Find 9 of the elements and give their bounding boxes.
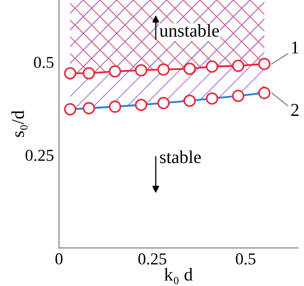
series-label: 2 bbox=[291, 104, 298, 116]
x-tick-label: 0.25 bbox=[138, 253, 166, 265]
series-label: 1 bbox=[292, 41, 298, 54]
x-tick-label: 0.5 bbox=[236, 253, 256, 265]
annotation: stable bbox=[160, 150, 201, 164]
x-tick-label: 0 bbox=[55, 253, 63, 265]
annotation: unstable bbox=[160, 24, 219, 37]
x-axis-title: k₀ d bbox=[164, 268, 193, 284]
y-axis-title: s₀/d bbox=[11, 110, 28, 137]
